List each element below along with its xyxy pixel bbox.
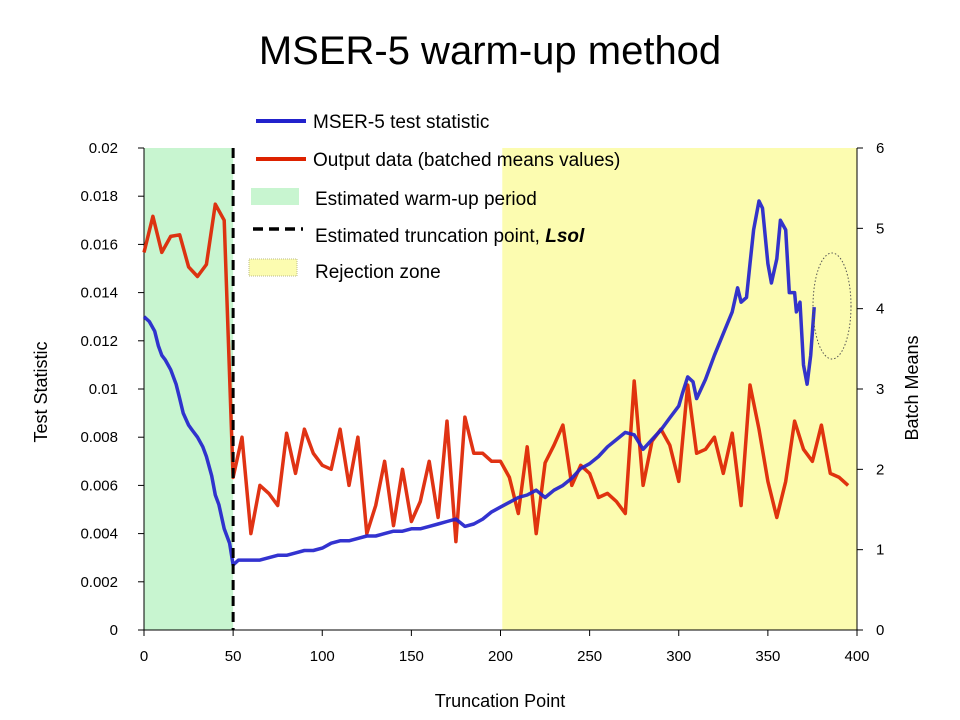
- rejection-zone: [502, 148, 857, 630]
- x-tick-label: 350: [755, 648, 780, 665]
- y-left-tick-label: 0.016: [80, 236, 118, 253]
- x-tick-label: 0: [140, 648, 148, 665]
- y-right-tick-label: 0: [876, 622, 884, 639]
- legend: MSER-5 test statistic Output data (batch…: [248, 112, 620, 283]
- y-right-tick-label: 1: [876, 542, 884, 559]
- y-left-tick-label: 0.008: [80, 429, 118, 446]
- y-left-tick-label: 0.01: [89, 381, 118, 398]
- chart-ticks: 0 50 100 150 200 250 300 350 40000.0020.0040.006…: [80, 140, 884, 665]
- legend-label-truncation-prefix: Estimated truncation point,: [315, 226, 545, 247]
- y-left-tick-label: 0.018: [80, 188, 118, 205]
- chart-series: [142, 148, 850, 630]
- legend-label-warmup-period: Estimated warm-up period: [315, 189, 537, 210]
- x-tick-label: 150: [399, 648, 424, 665]
- y-axis-right-label: Batch Means: [902, 335, 922, 440]
- y-left-tick-label: 0.004: [80, 526, 118, 543]
- chart-title: MSER-5 warm-up method: [259, 29, 721, 73]
- y-right-tick-label: 6: [876, 140, 884, 157]
- y-left-tick-label: 0: [110, 622, 118, 639]
- legend-swatch-rejection-zone: [248, 258, 298, 277]
- warmup-period-zone: [144, 148, 234, 630]
- y-right-tick-label: 2: [876, 461, 884, 478]
- y-left-tick-label: 0.002: [80, 574, 118, 591]
- x-tick-label: 50: [225, 648, 242, 665]
- annotation-ellipse: [812, 252, 852, 360]
- x-tick-label: 250: [577, 648, 602, 665]
- x-tick-label: 300: [666, 648, 691, 665]
- legend-label-output-data: Output data (batched means values): [313, 150, 620, 171]
- legend-label-test-statistic: MSER-5 test statistic: [313, 112, 489, 133]
- chart-background: [144, 148, 857, 630]
- y-left-tick-label: 0.006: [80, 477, 118, 494]
- y-left-tick-label: 0.012: [80, 333, 118, 350]
- x-axis-label: Truncation Point: [435, 691, 565, 711]
- y-right-tick-label: 3: [876, 381, 884, 398]
- legend-label-truncation-var: Lsol: [545, 226, 585, 247]
- y-left-tick-label: 0.02: [89, 140, 118, 157]
- x-tick-label: 100: [310, 648, 335, 665]
- series-line-test-statistic: [142, 199, 816, 567]
- legend-label-truncation-point: Estimated truncation point, Lsol: [315, 226, 585, 247]
- y-axis-left-label: Test Statistic: [31, 341, 51, 442]
- legend-label-rejection-zone: Rejection zone: [315, 262, 441, 283]
- y-left-tick-label: 0.014: [80, 285, 118, 302]
- legend-swatch-warmup-period: [251, 188, 299, 205]
- series-line-output-data: [142, 202, 850, 544]
- x-tick-label: 200: [488, 648, 513, 665]
- x-tick-label: 400: [844, 648, 869, 665]
- y-right-tick-label: 5: [876, 220, 884, 237]
- y-right-tick-label: 4: [876, 301, 884, 318]
